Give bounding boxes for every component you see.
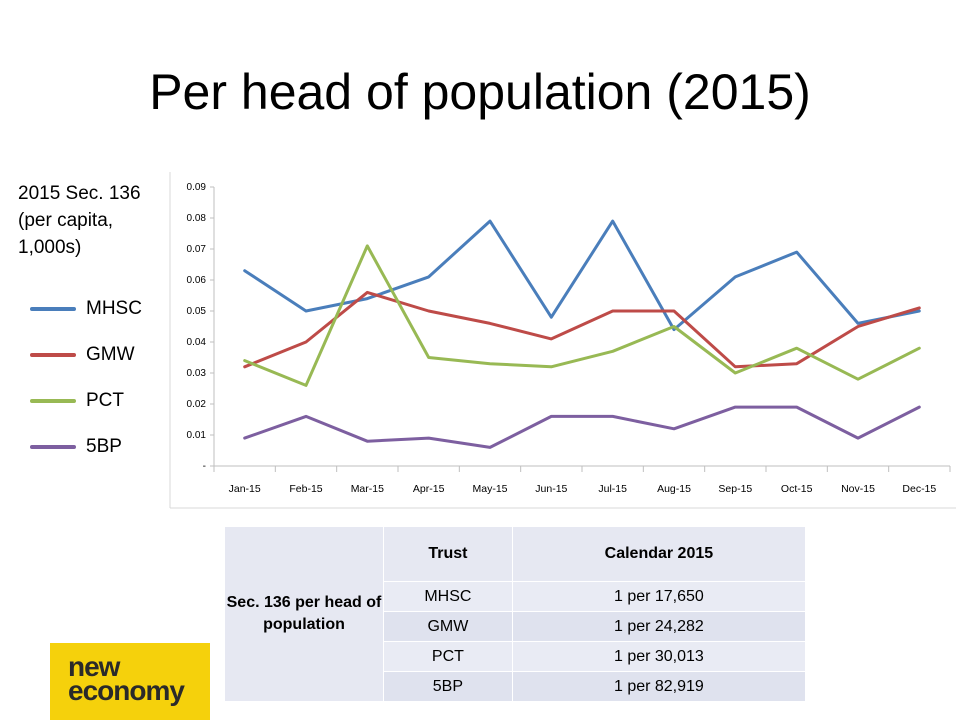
- y-tick-label: 0.03: [187, 368, 207, 379]
- legend-item-5bp: 5BP: [30, 424, 180, 470]
- column-header-trust: Trust: [383, 526, 513, 582]
- series-line-mhsc: [243, 219, 921, 332]
- y-tick-label: 0.06: [187, 275, 207, 286]
- legend-item-gmw: GMW: [30, 332, 180, 378]
- line-chart: - 0.01 0.02 0.03 0.04 0.05 0.06 0.07 0.08 0.09 Jan…: [169, 172, 956, 509]
- x-tick-label: Mar-15: [351, 483, 384, 495]
- series-line-5bp: [243, 405, 921, 449]
- table-cell-trust: MHSC: [383, 581, 513, 612]
- table-cell-trust: PCT: [383, 641, 513, 672]
- table-row: MHSC 1 per 17,650: [225, 581, 807, 612]
- table-row: GMW 1 per 24,282: [225, 611, 807, 642]
- legend-swatch-5bp: [30, 445, 76, 449]
- legend-swatch-pct: [30, 399, 76, 403]
- series-line-pct: [243, 244, 921, 387]
- legend-label-pct: PCT: [86, 390, 124, 411]
- x-tick-label: Jul-15: [598, 483, 627, 495]
- chart-caption: 2015 Sec. 136 (per capita, 1,000s): [18, 183, 141, 258]
- legend-label-5bp: 5BP: [86, 436, 122, 457]
- y-tick-label: -: [203, 461, 206, 472]
- x-tick-label: Nov-15: [841, 483, 875, 495]
- table-cell-rate: 1 per 17,650: [511, 581, 807, 612]
- table-cell-rate: 1 per 24,282: [511, 611, 807, 642]
- chart-legend: MHSC GMW PCT 5BP: [30, 286, 180, 470]
- series-line-gmw: [243, 290, 921, 369]
- legend-swatch-gmw: [30, 353, 76, 357]
- table-cell-trust: GMW: [383, 611, 513, 642]
- logo-text: new economy: [68, 651, 185, 706]
- x-tick-label: Jan-15: [229, 483, 261, 495]
- x-tick-label: Feb-15: [289, 483, 322, 495]
- y-tick-label: 0.02: [187, 399, 207, 410]
- column-header-calendar: Calendar 2015: [511, 526, 807, 582]
- x-tick-label: Dec-15: [902, 483, 936, 495]
- y-tick-label: 0.01: [187, 430, 207, 441]
- table-cell-rate: 1 per 30,013: [511, 641, 807, 672]
- table-header-row: Sec. 136 per head of population Trust Ca…: [224, 526, 807, 702]
- summary-table: Sec. 136 per head of population Trust Ca…: [224, 526, 807, 702]
- x-tick-label: Apr-15: [413, 483, 445, 495]
- new-economy-logo: new economy: [50, 643, 210, 720]
- y-tick-label: 0.07: [187, 244, 207, 255]
- legend-swatch-mhsc: [30, 307, 76, 311]
- x-tick-label: Oct-15: [781, 483, 813, 495]
- y-tick-label: 0.05: [187, 306, 207, 317]
- x-tick-label: Sep-15: [718, 483, 752, 495]
- page-title: Per head of population (2015): [149, 64, 811, 120]
- x-tick-label: Jun-15: [535, 483, 567, 495]
- table-row: PCT 1 per 30,013: [225, 641, 807, 672]
- legend-item-mhsc: MHSC: [30, 286, 180, 332]
- table-row: 5BP 1 per 82,919: [225, 671, 807, 702]
- legend-label-mhsc: MHSC: [86, 298, 142, 319]
- y-tick-label: 0.09: [187, 182, 207, 193]
- x-tick-label: Aug-15: [657, 483, 691, 495]
- legend-label-gmw: GMW: [86, 344, 135, 365]
- table-row-header: Sec. 136 per head of population: [224, 526, 384, 702]
- table-cell-trust: 5BP: [383, 671, 513, 702]
- y-tick-label: 0.04: [187, 337, 207, 348]
- y-tick-label: 0.08: [187, 213, 207, 224]
- legend-item-pct: PCT: [30, 378, 180, 424]
- x-tick-label: May-15: [472, 483, 507, 495]
- table-cell-rate: 1 per 82,919: [511, 671, 807, 702]
